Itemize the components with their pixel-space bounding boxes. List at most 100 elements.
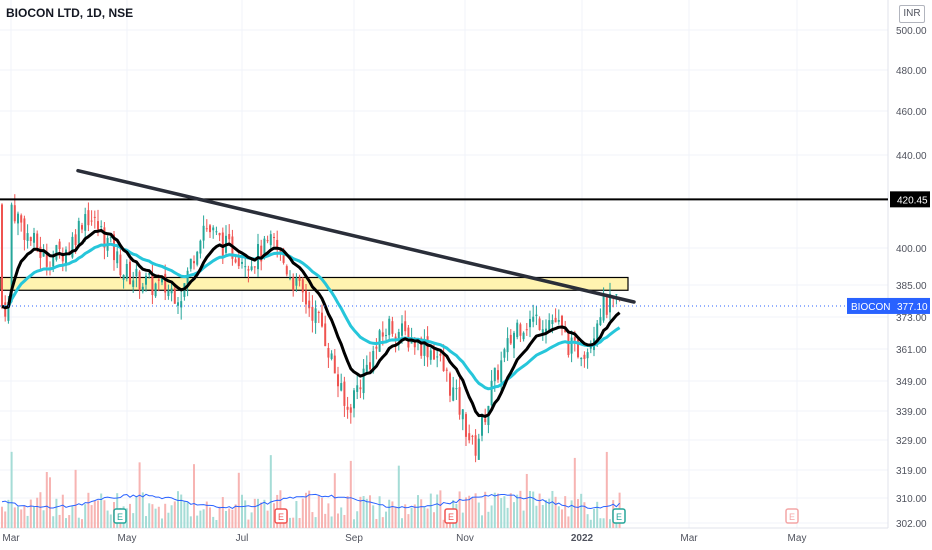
price-tick-label: 460.00 [896,107,927,118]
candle-body [74,234,77,246]
volume-bar [189,516,192,528]
earnings-marker-box [444,508,458,524]
candle-body [458,387,461,415]
candle-body [554,317,557,323]
candle-body [452,387,455,401]
volume-bar [541,505,544,528]
price-axis-labels: 500.00 480.00 460.00 440.00 400.00 385.00 373.… [896,26,927,530]
volume-bar [237,472,240,528]
candle-body [65,249,67,266]
candle-body [266,240,269,242]
volume-bar [369,495,371,528]
earnings-marker[interactable]: E [785,508,799,524]
candle-body [599,317,602,326]
currency-badge[interactable]: INR [899,5,925,23]
volume-bar [289,517,291,528]
earnings-marker[interactable]: E [113,508,127,524]
candle-body [570,337,573,354]
volume-bar [586,514,589,528]
volume-bar [148,503,151,528]
volume-bar [36,497,39,528]
candle-body [122,274,125,280]
volume-bar [100,493,103,528]
candle-body [173,288,176,304]
volume-bar [65,518,67,528]
price-tick-label: 400.00 [896,244,927,255]
candle-body [548,320,551,330]
volume-bar [580,493,583,528]
volume-bar [225,510,227,528]
candle-body [151,274,154,296]
time-tick-label: 2022 [571,533,594,544]
volume-bar [202,509,205,528]
ema-slow-line [1,242,621,391]
candle-body [577,339,579,358]
candle-body [234,259,237,263]
volume-bar [487,511,490,528]
volume-bar [77,517,80,528]
candle-body [519,324,522,336]
volume-bar [1,506,3,528]
volume-bar [308,490,311,528]
volume-bar [573,457,576,528]
volume-bar [173,501,176,528]
volume-ma-line [1,493,620,510]
volume-bar [157,506,160,528]
candle-body [4,302,7,317]
candle-body [375,346,378,349]
volume-bar [221,497,224,528]
volume-bar [548,498,551,528]
volume-bar [295,501,298,528]
earnings-marker-box [274,508,288,524]
candle-body [205,228,208,230]
candle-body [241,261,243,264]
volume-bar [609,519,611,528]
volume-bar [429,493,432,528]
earnings-marker[interactable]: E [612,508,626,524]
candle-body [356,385,359,392]
volume-bar [433,512,435,528]
volume-bar [500,498,503,528]
candle-body [209,225,211,233]
candle-body [516,322,519,338]
candle-body [433,347,435,360]
candle-body [100,226,103,228]
volume-bar [180,494,183,528]
candle-body [564,329,567,333]
earnings-marker[interactable]: E [444,508,458,524]
earnings-marker[interactable]: E [274,508,288,524]
candle-body [541,329,544,333]
volume-bar [106,510,109,528]
price-tick-label: 329.00 [896,436,927,447]
volume-bar [183,501,186,528]
volume-bar [199,510,202,528]
candle-body [138,271,141,291]
price-tick-label: 319.00 [896,466,927,477]
candle-body [327,347,330,358]
candle-body [247,269,250,271]
ema-fast-line [1,228,621,418]
candle-body [317,312,320,314]
volume-bar [605,451,608,528]
candle-body [445,369,448,371]
candle-body [321,312,323,327]
volume-bar [375,518,378,528]
candle-body [20,215,23,223]
candle-body [372,350,375,372]
volume-bar [263,499,266,528]
candle-body [573,337,576,341]
candle-body [170,288,173,294]
candle-body [465,414,467,437]
candle-body [420,338,423,356]
volume-bar [545,500,547,528]
volume-bar [45,471,48,528]
candle-body [378,330,381,352]
candle-body [413,342,416,348]
candle-body [250,266,253,270]
volume-bar [74,469,77,528]
volume-bar [90,505,93,528]
candle-body [484,418,487,423]
volume-bar [301,498,304,528]
candle-body [602,294,605,321]
